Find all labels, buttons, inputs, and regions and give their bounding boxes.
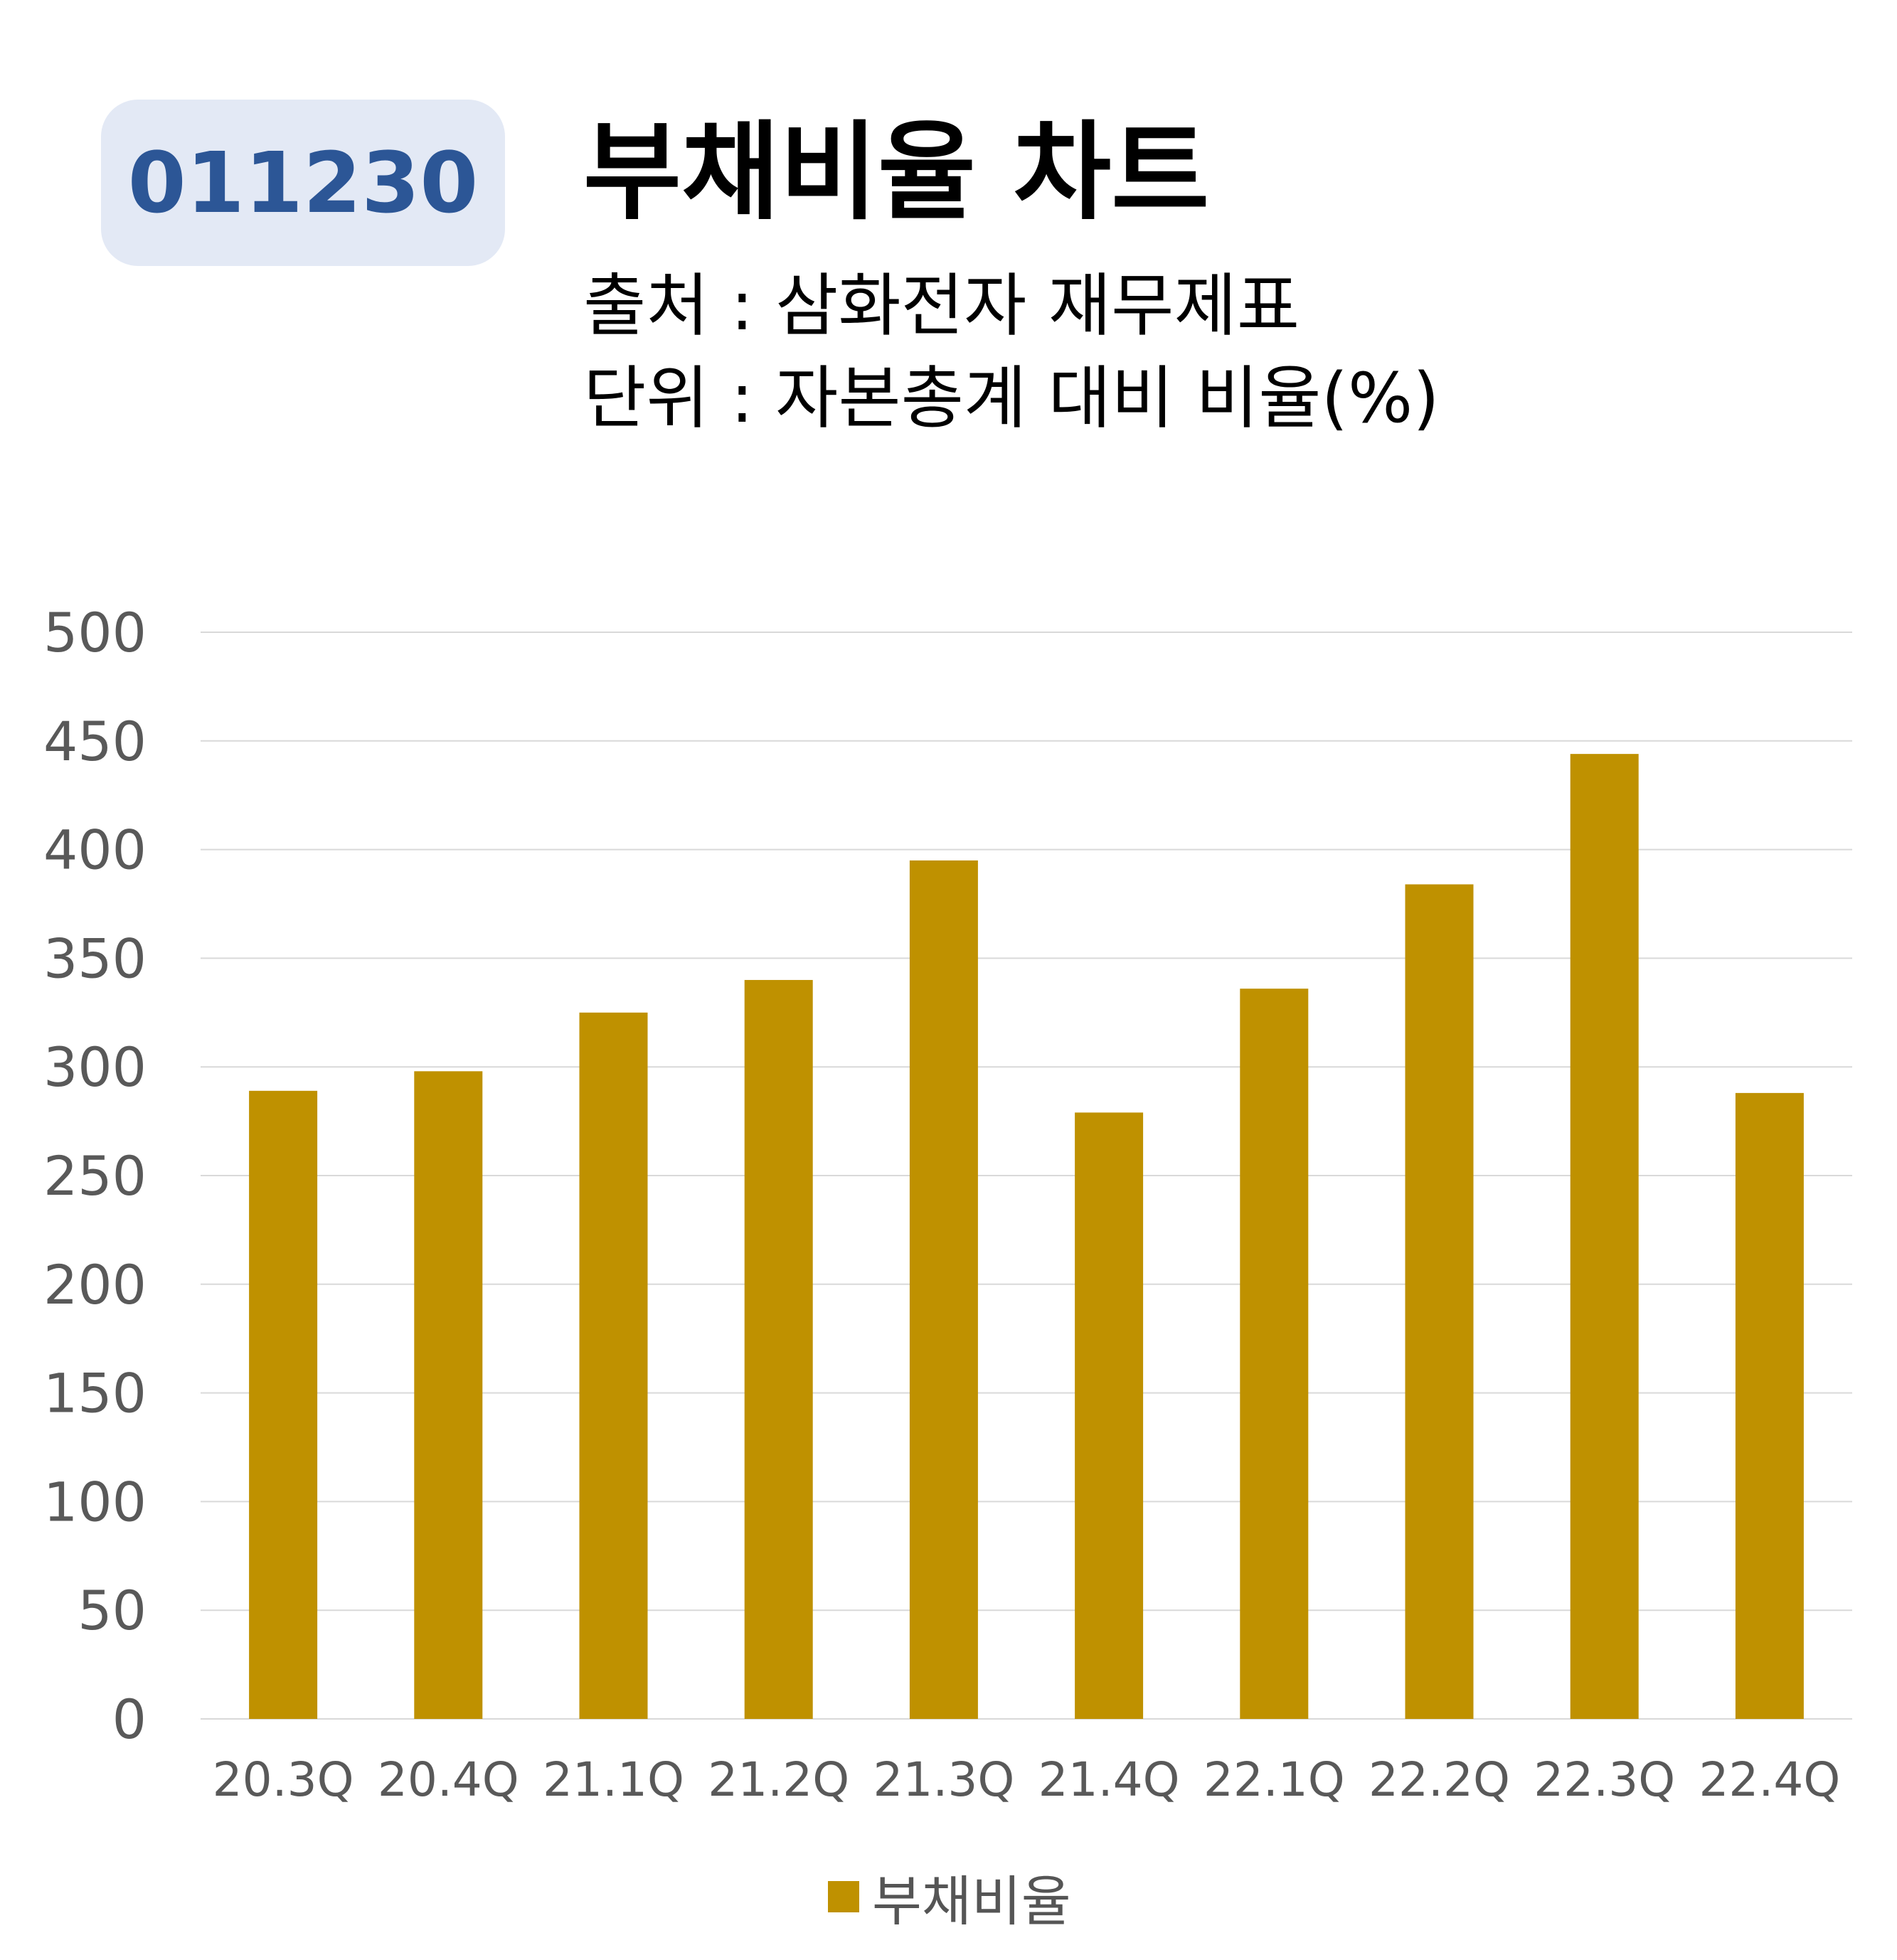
unit-line: 단위 : 자본총계 대비 비율(%)	[583, 358, 1440, 438]
y-tick-label: 0	[112, 1688, 147, 1751]
x-tick-label: 20.3Q	[213, 1752, 354, 1807]
stock-code: 011230	[127, 134, 479, 232]
bar-20.4Q	[414, 1071, 483, 1719]
chart-title: 부채비율 차트	[583, 111, 1210, 235]
x-tick-label: 21.3Q	[873, 1752, 1014, 1807]
bar-22.2Q	[1405, 884, 1474, 1719]
x-tick-label: 22.3Q	[1534, 1752, 1675, 1807]
y-tick-label: 500	[43, 601, 147, 664]
x-tick-label: 21.4Q	[1038, 1752, 1180, 1807]
y-tick-label: 50	[78, 1579, 147, 1642]
y-tick-label: 250	[43, 1144, 147, 1208]
source-line: 출처 : 삼화전자 재무제표	[583, 266, 1300, 346]
bar-22.1Q	[1240, 989, 1309, 1719]
x-tick-label: 21.1Q	[543, 1752, 684, 1807]
bar-22.4Q	[1735, 1092, 1804, 1719]
y-tick-label: 100	[43, 1470, 147, 1533]
bar-22.3Q	[1570, 754, 1639, 1719]
stock-code-badge: 011230	[101, 100, 505, 266]
y-tick-label: 150	[43, 1362, 147, 1425]
y-tick-label: 450	[43, 710, 147, 773]
bar-21.2Q	[744, 979, 813, 1719]
x-tick-label: 22.2Q	[1369, 1752, 1510, 1807]
x-tick-label: 21.2Q	[708, 1752, 849, 1807]
y-tick-label: 200	[43, 1253, 147, 1316]
bar-20.3Q	[249, 1090, 318, 1719]
x-tick-label: 22.1Q	[1203, 1752, 1345, 1807]
bar-21.4Q	[1075, 1112, 1144, 1719]
legend-label: 부채비율	[872, 1870, 1071, 1933]
y-tick-label: 350	[43, 927, 147, 990]
y-tick-label: 400	[43, 819, 147, 882]
legend: 부채비율	[828, 1865, 1071, 1933]
legend-swatch	[828, 1881, 859, 1912]
x-tick-label: 22.4Q	[1699, 1752, 1840, 1807]
bar-21.3Q	[909, 860, 978, 1719]
y-tick-label: 300	[43, 1035, 147, 1099]
bar-21.1Q	[579, 1012, 648, 1719]
x-tick-label: 20.4Q	[378, 1752, 519, 1807]
